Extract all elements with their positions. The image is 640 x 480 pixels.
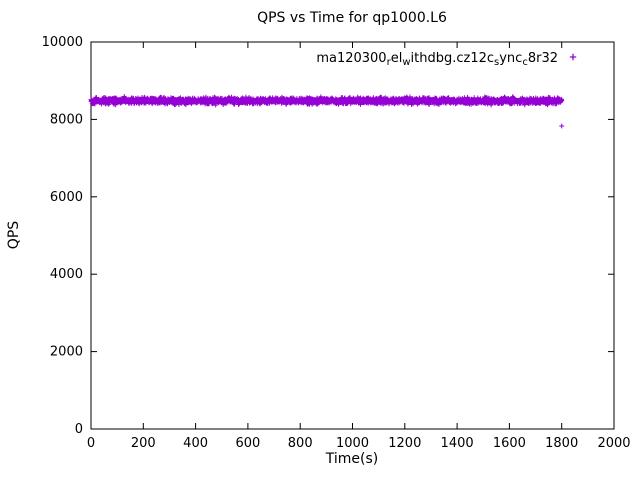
svg-text:200: 200: [131, 436, 156, 451]
svg-text:0: 0: [75, 422, 83, 437]
svg-text:1600: 1600: [493, 436, 526, 451]
y-axis-ticks: 0 2000 4000 6000 8000 10000: [42, 35, 614, 437]
svg-text:1000: 1000: [336, 436, 369, 451]
x-axis-ticks: 0 200 400 600 800 1000 1200 1400 1600 1800 2000: [87, 42, 631, 451]
svg-text:6000: 6000: [50, 190, 83, 205]
svg-text:8000: 8000: [50, 112, 83, 127]
svg-text:10000: 10000: [42, 35, 83, 50]
svg-text:600: 600: [235, 436, 260, 451]
svg-text:400: 400: [183, 436, 208, 451]
svg-text:1200: 1200: [388, 436, 421, 451]
svg-text:1400: 1400: [441, 436, 474, 451]
svg-text:0: 0: [87, 436, 95, 451]
svg-text:2000: 2000: [597, 436, 630, 451]
legend: ma120300relwithdbg.cz12csyncc8r32: [316, 51, 577, 68]
legend-marker-plus-icon: [569, 53, 577, 61]
x-axis-label: Time(s): [325, 451, 378, 467]
data-points: [88, 94, 565, 129]
svg-text:800: 800: [288, 436, 313, 451]
svg-text:1800: 1800: [545, 436, 578, 451]
svg-text:2000: 2000: [50, 345, 83, 360]
chart-title: QPS vs Time for qp1000.L6: [257, 10, 447, 26]
y-axis-label: QPS: [6, 221, 22, 249]
legend-label: ma120300relwithdbg.cz12csyncc8r32: [316, 51, 558, 68]
svg-text:4000: 4000: [50, 267, 83, 282]
